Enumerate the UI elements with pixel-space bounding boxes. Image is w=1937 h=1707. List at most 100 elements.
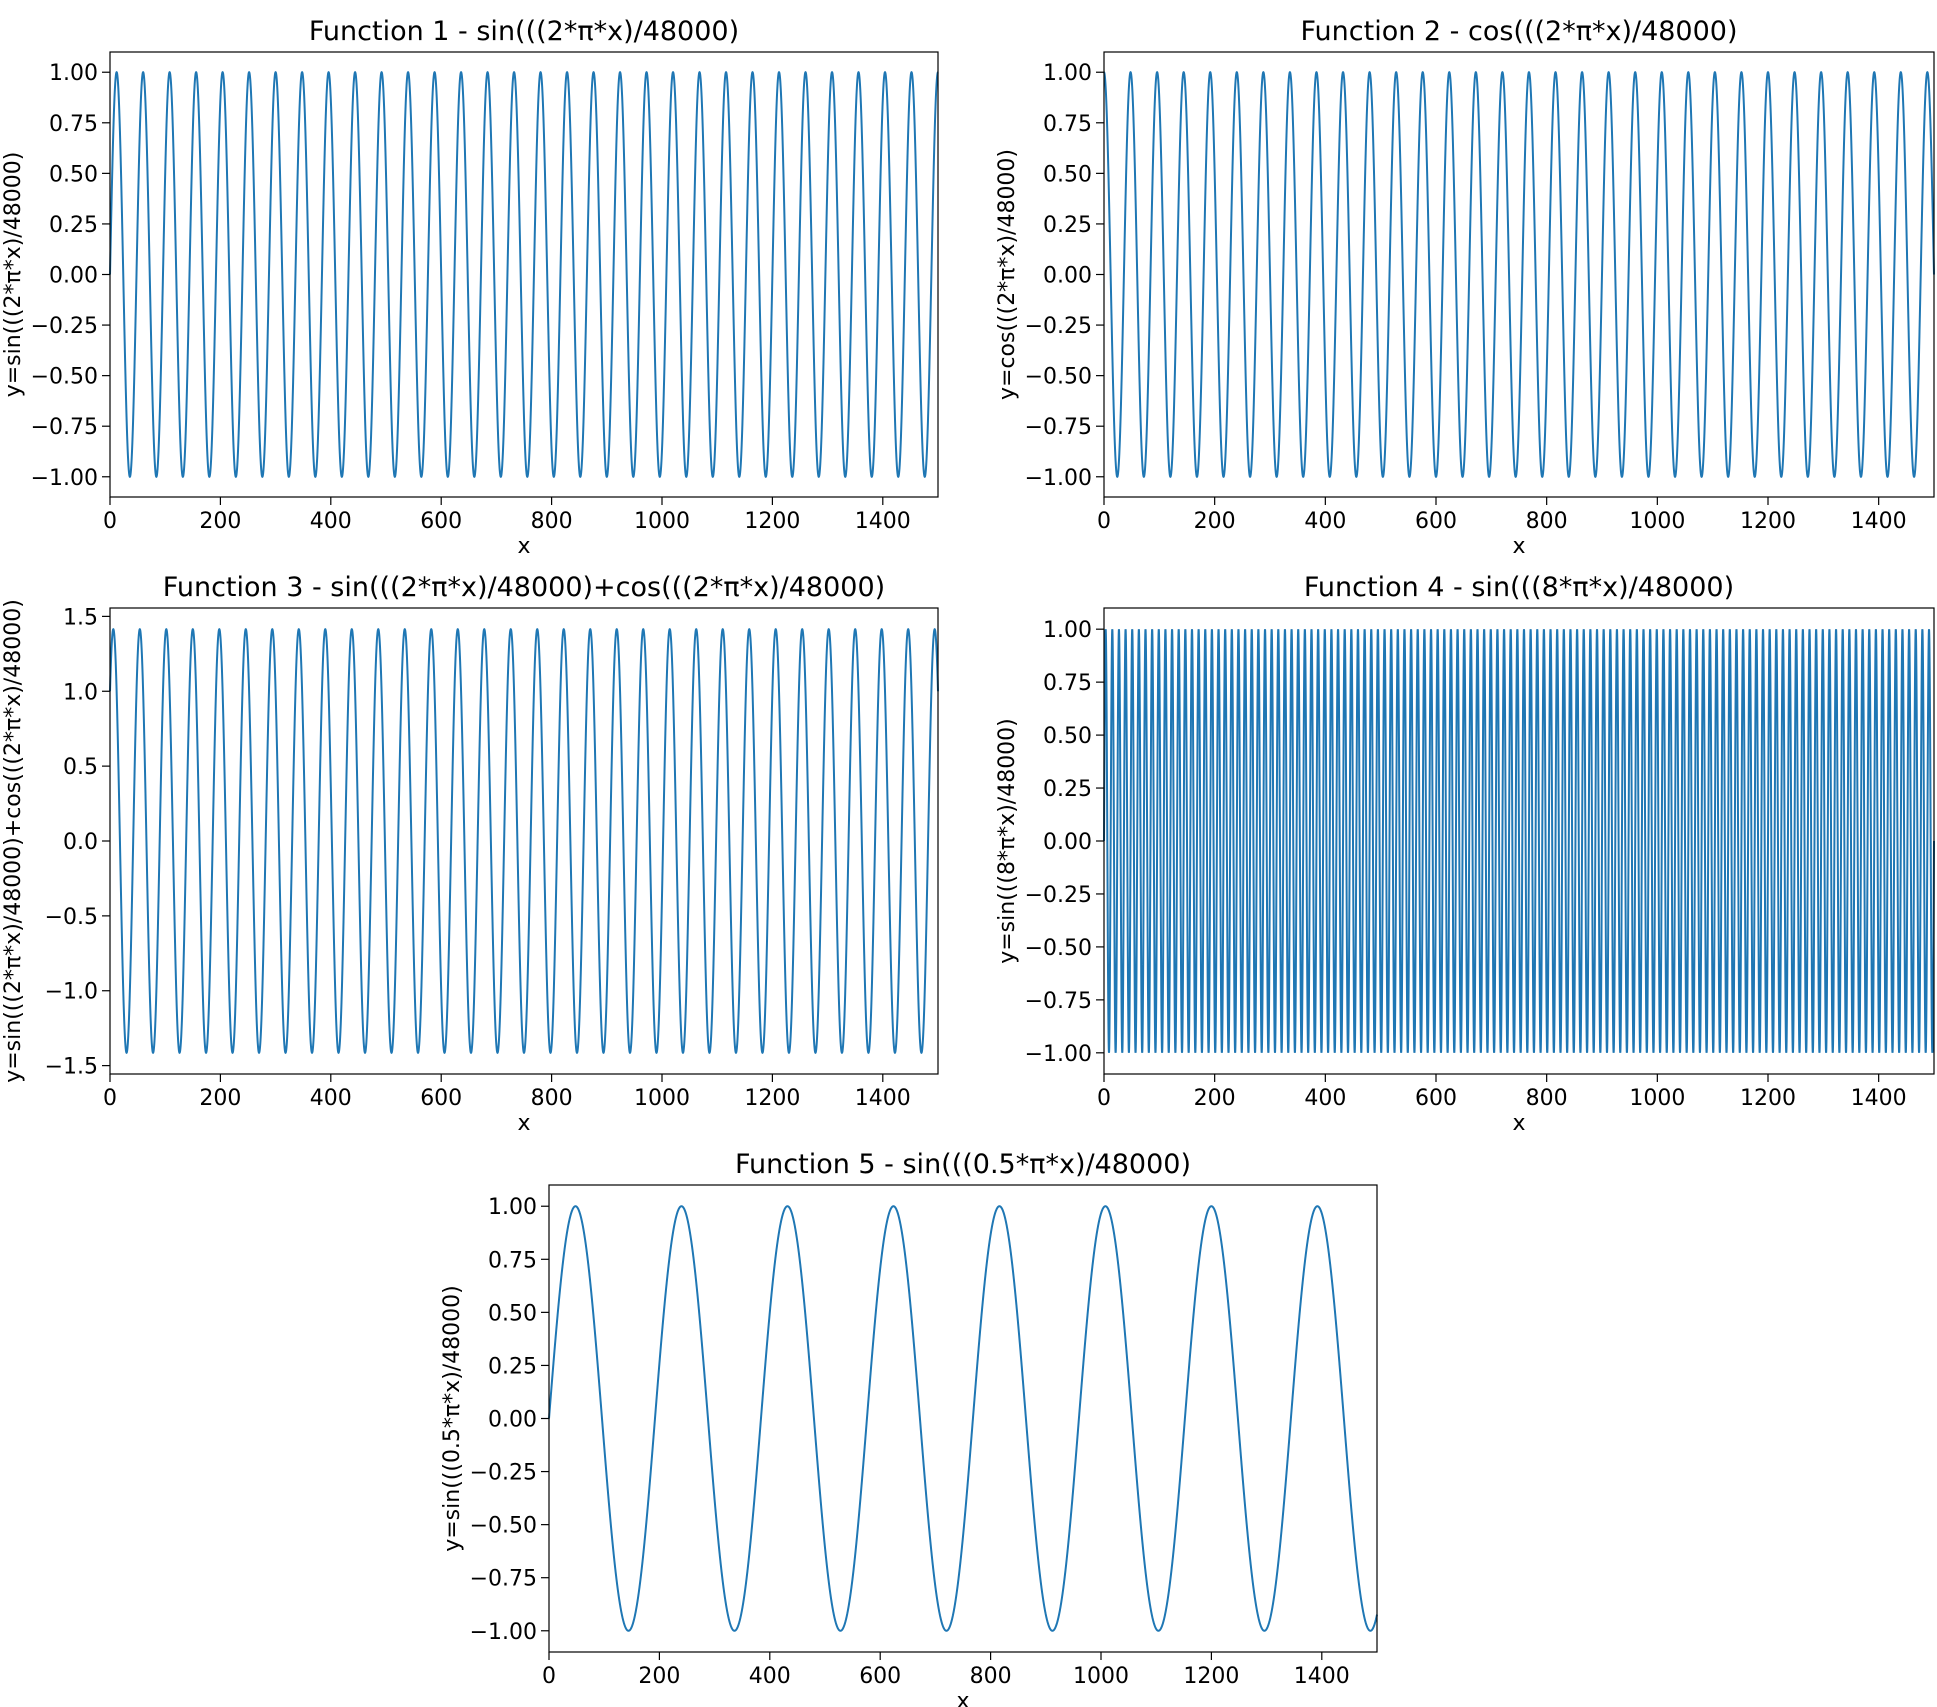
series-line bbox=[109, 628, 939, 1054]
y-tick-label: −0.50 bbox=[31, 365, 98, 390]
x-tick-label: 1000 bbox=[1073, 1664, 1129, 1689]
y-tick-label: 1.0 bbox=[63, 680, 98, 705]
y-axis-label: y=sin(((2*π*x)/48000) bbox=[1, 152, 26, 398]
x-tick-label: 0 bbox=[103, 1086, 117, 1111]
y-tick-label: 0.75 bbox=[1043, 112, 1092, 137]
x-tick-label: 600 bbox=[420, 1086, 462, 1111]
y-tick-label: −0.50 bbox=[1025, 365, 1092, 390]
y-tick-label: 0.00 bbox=[1043, 830, 1092, 855]
y-tick-label: 0.25 bbox=[49, 213, 98, 238]
x-tick-label: 1400 bbox=[1851, 1086, 1907, 1111]
y-tick-label: −1.00 bbox=[470, 1620, 537, 1645]
x-tick-label: 800 bbox=[1526, 509, 1568, 534]
y-tick-label: 0.25 bbox=[1043, 213, 1092, 238]
x-tick-label: 600 bbox=[1415, 1086, 1457, 1111]
y-tick-label: −0.75 bbox=[470, 1567, 537, 1592]
y-tick-label: 0.75 bbox=[49, 112, 98, 137]
y-tick-label: −0.25 bbox=[1025, 314, 1092, 339]
x-tick-label: 400 bbox=[749, 1664, 791, 1689]
x-tick-label: 200 bbox=[1194, 509, 1236, 534]
plot-frame bbox=[109, 607, 939, 1075]
x-axis-label: x bbox=[956, 1689, 969, 1707]
chart-function-4: 0 200 400 600 800 1000 1200 1400 1.00 0.75 0.50 0.2… bbox=[995, 572, 1935, 1136]
chart-function-1: 0 200 400 600 800 1000 1200 1400 1.00 0.75 0.50 0.2… bbox=[1, 16, 939, 559]
x-tick-label: 0 bbox=[542, 1664, 556, 1689]
y-tick-label: −1.00 bbox=[1025, 466, 1092, 491]
y-tick-label: 1.00 bbox=[1043, 618, 1092, 643]
x-axis-label: x bbox=[517, 534, 530, 559]
x-tick-label: 1400 bbox=[855, 509, 911, 534]
x-tick-label: 1200 bbox=[1183, 1664, 1239, 1689]
x-tick-label: 1400 bbox=[1294, 1664, 1350, 1689]
y-tick-label: 0.00 bbox=[1043, 264, 1092, 289]
chart-title: Function 1 - sin(((2*π*x)/48000) bbox=[309, 16, 739, 47]
y-tick-label: 0.25 bbox=[488, 1354, 537, 1379]
y-tick-label: 0.50 bbox=[49, 162, 98, 187]
x-tick-label: 800 bbox=[531, 509, 573, 534]
chart-function-5: 0 200 400 600 800 1000 1200 1400 1.00 0.75 0.50 0.2… bbox=[440, 1149, 1378, 1707]
y-tick-label: 0.25 bbox=[1043, 777, 1092, 802]
y-tick-label: −1.5 bbox=[45, 1055, 98, 1080]
x-tick-label: 200 bbox=[1194, 1086, 1236, 1111]
x-tick-label: 1000 bbox=[1629, 509, 1685, 534]
x-tick-label: 600 bbox=[859, 1664, 901, 1689]
x-tick-label: 400 bbox=[310, 509, 352, 534]
chart-function-2: 0 200 400 600 800 1000 1200 1400 1.00 0.75 0.50 0.2… bbox=[995, 16, 1935, 559]
series-line bbox=[1103, 629, 1935, 1053]
x-tick-label: 0 bbox=[103, 509, 117, 534]
y-axis-label: y=sin(((0.5*π*x)/48000) bbox=[440, 1285, 465, 1552]
y-tick-label: −0.50 bbox=[1025, 936, 1092, 961]
y-axis-label: y=sin(((8*π*x)/48000) bbox=[995, 718, 1020, 964]
x-tick-label: 200 bbox=[199, 1086, 241, 1111]
x-tick-label: 0 bbox=[1097, 509, 1111, 534]
y-tick-label: 0.75 bbox=[1043, 671, 1092, 696]
x-tick-label: 800 bbox=[1526, 1086, 1568, 1111]
chart-title: Function 3 - sin(((2*π*x)/48000)+cos(((2… bbox=[163, 572, 885, 603]
x-tick-label: 1200 bbox=[744, 1086, 800, 1111]
x-tick-label: 800 bbox=[970, 1664, 1012, 1689]
x-tick-label: 1200 bbox=[1740, 509, 1796, 534]
chart-title: Function 4 - sin(((8*π*x)/48000) bbox=[1304, 572, 1734, 603]
y-tick-label: −0.25 bbox=[31, 314, 98, 339]
series-line bbox=[109, 71, 939, 478]
y-tick-label: 1.00 bbox=[49, 61, 98, 86]
x-tick-label: 1000 bbox=[634, 509, 690, 534]
y-tick-label: −0.75 bbox=[1025, 989, 1092, 1014]
series-line bbox=[1103, 71, 1935, 478]
y-tick-label: 0.75 bbox=[488, 1248, 537, 1273]
y-tick-label: 1.00 bbox=[488, 1195, 537, 1220]
x-axis-label: x bbox=[1512, 534, 1525, 559]
y-tick-label: −0.25 bbox=[470, 1461, 537, 1486]
x-tick-label: 1000 bbox=[1629, 1086, 1685, 1111]
series-line bbox=[548, 1205, 1378, 1632]
y-tick-label: 1.00 bbox=[1043, 61, 1092, 86]
x-axis-label: x bbox=[1512, 1111, 1525, 1136]
y-tick-label: −1.0 bbox=[45, 980, 98, 1005]
y-axis-label: y=cos(((2*π*x)/48000) bbox=[995, 149, 1020, 400]
y-axis-label: y=sin(((2*π*x)/48000)+cos(((2*π*x)/48000… bbox=[1, 599, 26, 1083]
y-tick-label: −0.50 bbox=[470, 1514, 537, 1539]
y-tick-label: −0.25 bbox=[1025, 883, 1092, 908]
x-tick-label: 400 bbox=[1304, 1086, 1346, 1111]
y-tick-label: −0.5 bbox=[45, 905, 98, 930]
y-tick-label: −0.75 bbox=[1025, 415, 1092, 440]
x-tick-label: 1400 bbox=[855, 1086, 911, 1111]
x-tick-label: 200 bbox=[199, 509, 241, 534]
x-tick-label: 1200 bbox=[744, 509, 800, 534]
y-tick-label: 0.00 bbox=[488, 1408, 537, 1433]
x-tick-label: 200 bbox=[638, 1664, 680, 1689]
y-tick-label: −1.00 bbox=[1025, 1042, 1092, 1067]
y-tick-label: −0.75 bbox=[31, 415, 98, 440]
x-axis-label: x bbox=[517, 1111, 530, 1136]
y-tick-label: 0.00 bbox=[49, 264, 98, 289]
x-tick-label: 0 bbox=[1097, 1086, 1111, 1111]
x-tick-label: 1400 bbox=[1851, 509, 1907, 534]
x-tick-label: 1200 bbox=[1740, 1086, 1796, 1111]
chart-title: Function 2 - cos(((2*π*x)/48000) bbox=[1300, 16, 1737, 47]
y-tick-label: 0.0 bbox=[63, 830, 98, 855]
chart-function-3: 0 200 400 600 800 1000 1200 1400 1.5 1.0 0.5 0.0 −0.… bbox=[1, 572, 939, 1136]
x-tick-label: 800 bbox=[531, 1086, 573, 1111]
y-tick-label: 0.50 bbox=[1043, 162, 1092, 187]
y-tick-label: −1.00 bbox=[31, 466, 98, 491]
